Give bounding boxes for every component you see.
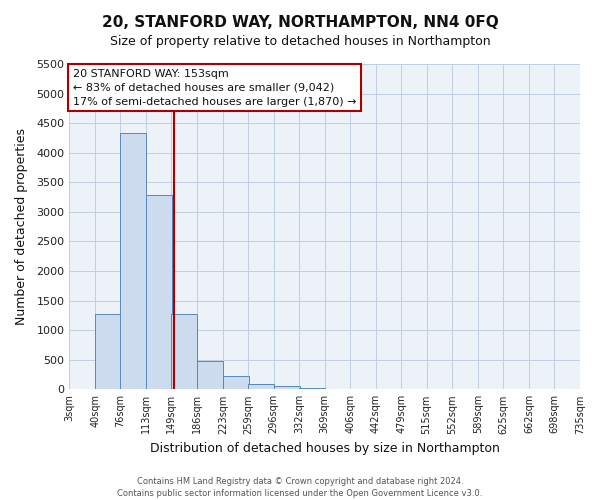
Bar <box>274 386 299 390</box>
Bar <box>299 388 325 390</box>
Bar <box>171 314 197 390</box>
Bar <box>197 361 223 390</box>
Y-axis label: Number of detached properties: Number of detached properties <box>15 128 28 325</box>
X-axis label: Distribution of detached houses by size in Northampton: Distribution of detached houses by size … <box>150 442 500 455</box>
Bar <box>248 384 274 390</box>
Text: Size of property relative to detached houses in Northampton: Size of property relative to detached ho… <box>110 35 490 48</box>
Bar <box>120 133 146 390</box>
Text: 20 STANFORD WAY: 153sqm
← 83% of detached houses are smaller (9,042)
17% of semi: 20 STANFORD WAY: 153sqm ← 83% of detache… <box>73 68 356 106</box>
Text: 20, STANFORD WAY, NORTHAMPTON, NN4 0FQ: 20, STANFORD WAY, NORTHAMPTON, NN4 0FQ <box>101 15 499 30</box>
Bar <box>95 314 121 390</box>
Text: Contains HM Land Registry data © Crown copyright and database right 2024.
Contai: Contains HM Land Registry data © Crown c… <box>118 476 482 498</box>
Bar <box>325 388 350 390</box>
Bar <box>146 196 172 390</box>
Bar <box>223 376 248 390</box>
